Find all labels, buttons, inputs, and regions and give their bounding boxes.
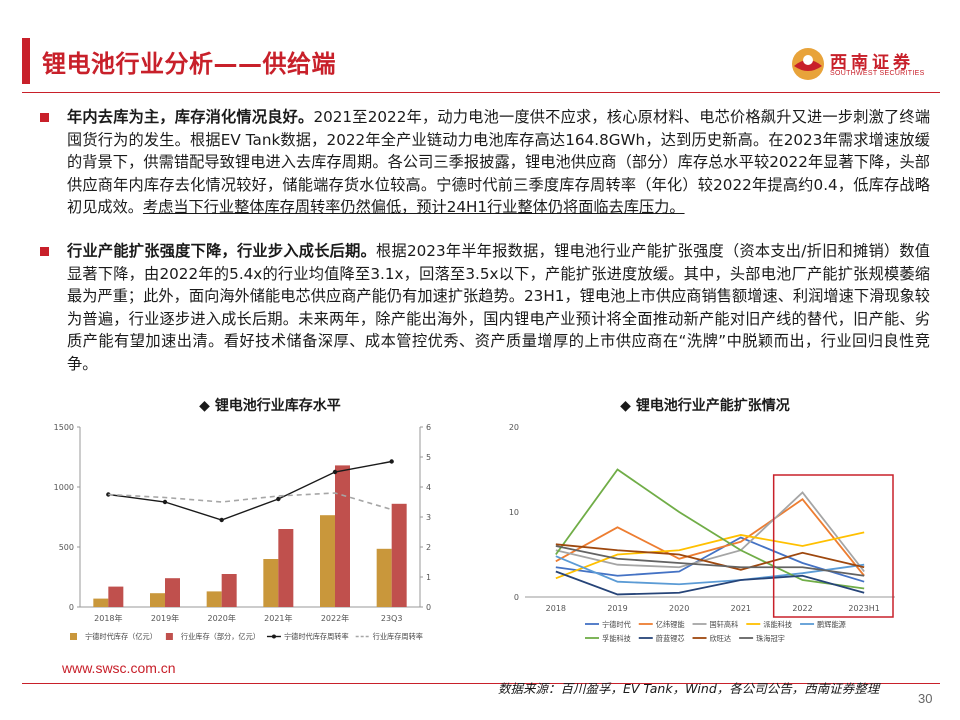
page-number: 30 bbox=[918, 691, 933, 706]
bullet-1-heading: 年内去库为主，库存消化情况良好。 bbox=[67, 108, 314, 126]
y-tick-label: 0 bbox=[514, 593, 519, 602]
legend-label: 行业库存（部分，亿元） bbox=[181, 632, 260, 641]
x-tick-label: 2019年 bbox=[151, 613, 179, 623]
x-tick-label: 2022 bbox=[792, 604, 812, 613]
series-line bbox=[108, 460, 392, 521]
legend-label: 孚能科技 bbox=[602, 634, 631, 643]
bar bbox=[320, 515, 335, 607]
line-marker bbox=[332, 469, 338, 475]
capacity-expansion-chart: 0 10 20 2018 2019 2020 2021 2022 2023H1 宁德时代 亿纬锂能 国… bbox=[509, 423, 895, 643]
bar bbox=[221, 574, 237, 607]
legend-label: 亿纬锂能 bbox=[656, 620, 685, 629]
y2-tick-label: 6 bbox=[426, 423, 431, 432]
bar bbox=[263, 559, 279, 607]
logo-emblem-icon bbox=[792, 48, 824, 80]
legend-label: 宁德时代库存（亿元） bbox=[85, 632, 157, 641]
bar bbox=[206, 591, 222, 607]
company-logo: 西南证券 SOUTHWEST SECURITIES bbox=[790, 46, 940, 82]
x-tick-label: 23Q3 bbox=[381, 614, 403, 623]
x-tick-label: 2020年 bbox=[207, 613, 235, 623]
series-line bbox=[555, 491, 865, 573]
highlight-box bbox=[772, 474, 894, 618]
bar bbox=[376, 548, 392, 607]
series-line bbox=[555, 555, 865, 586]
legend-label: 蔚蓝锂芯 bbox=[656, 634, 685, 643]
legend-label: 国轩高科 bbox=[710, 620, 739, 629]
bar bbox=[108, 586, 124, 607]
chart-1-title: ◆ 锂电池行业库存水平 bbox=[199, 398, 341, 414]
bar bbox=[165, 578, 180, 607]
series-line bbox=[555, 468, 865, 590]
legend-swatch bbox=[165, 633, 173, 640]
y-tick-label: 0 bbox=[69, 603, 74, 612]
y2-tick-label: 1 bbox=[426, 573, 431, 582]
legend-label: 鹏辉能源 bbox=[817, 620, 846, 629]
series-line bbox=[555, 570, 865, 596]
x-tick-label: 2022年 bbox=[321, 613, 349, 623]
legend-label: 宁德时代 bbox=[602, 620, 631, 629]
series-line bbox=[555, 531, 865, 580]
logo-subtitle: SOUTHWEST SECURITIES bbox=[830, 70, 925, 77]
y-tick-label: 1500 bbox=[54, 423, 74, 432]
bar bbox=[335, 465, 350, 607]
bullet-1-emphasis: 考虑当下行业整体库存周转率仍然偏低，预计24H1行业整体仍将面临去库压力。 bbox=[142, 198, 685, 217]
y2-tick-label: 2 bbox=[426, 543, 431, 552]
legend-swatch bbox=[70, 633, 77, 640]
y2-tick-label: 3 bbox=[426, 513, 431, 522]
bullet-square-icon bbox=[40, 113, 49, 122]
y2-tick-label: 4 bbox=[426, 483, 431, 492]
inventory-chart: 0 500 1000 1500 0 1 2 3 4 5 6 2018年 2019年 2020年 2021年 2… bbox=[54, 423, 431, 641]
line-marker bbox=[276, 496, 281, 502]
bullet-square-icon bbox=[40, 247, 49, 256]
x-tick-label: 2020 bbox=[669, 604, 689, 613]
bullet-2-body: 根据2023年半年报数据，锂电池行业产能扩张强度（资本支出/折旧和摊销）数值显著… bbox=[67, 242, 930, 373]
x-tick-label: 2019 bbox=[607, 604, 627, 613]
bar bbox=[278, 529, 294, 607]
legend-label: 欣旺达 bbox=[710, 634, 732, 643]
title-accent-bar bbox=[22, 38, 30, 84]
x-tick-label: 2021 bbox=[731, 604, 751, 613]
bullet-inventory: 年内去库为主，库存消化情况良好。2021至2022年，动力电池一度供不应求，核心… bbox=[40, 106, 930, 219]
x-tick-label: 2021年 bbox=[264, 613, 292, 623]
line-marker bbox=[389, 459, 394, 464]
bar bbox=[391, 503, 407, 607]
x-tick-label: 2018 bbox=[546, 604, 566, 613]
data-source: 数据来源：百川盈孚，EV Tank，Wind，各公司公告，西南证券整理 bbox=[498, 681, 880, 696]
legend-label: 派能科技 bbox=[763, 620, 792, 629]
x-tick-label: 2018年 bbox=[94, 613, 122, 623]
series-line bbox=[108, 492, 392, 511]
x-tick-label: 2023H1 bbox=[848, 604, 879, 613]
bar bbox=[150, 593, 165, 607]
y-tick-label: 20 bbox=[509, 423, 519, 432]
bullet-1-body: 2021至2022年，动力电池一度供不应求，核心原材料、电芯价格飙升又进一步刺激… bbox=[67, 108, 931, 217]
y-tick-label: 10 bbox=[509, 508, 519, 517]
chart-2-title: ◆ 锂电池行业产能扩张情况 bbox=[620, 398, 790, 414]
logo-name: 西南证券 bbox=[830, 53, 914, 73]
y-tick-label: 1000 bbox=[54, 483, 74, 492]
y-tick-label: 500 bbox=[59, 543, 74, 552]
y2-tick-label: 0 bbox=[426, 603, 431, 612]
legend-marker bbox=[271, 634, 276, 639]
bullet-2-heading: 行业产能扩张强度下降，行业步入成长后期。 bbox=[67, 242, 377, 260]
series-line bbox=[555, 536, 865, 583]
footer-divider bbox=[22, 683, 940, 684]
legend-label: 行业库存周转率 bbox=[373, 632, 423, 641]
page-title: 锂电池行业分析——供给端 bbox=[42, 50, 336, 78]
bar bbox=[93, 598, 109, 607]
legend-label: 珠海冠宇 bbox=[756, 634, 785, 643]
series-line bbox=[555, 543, 865, 571]
bullet-capacity: 行业产能扩张强度下降，行业步入成长后期。根据2023年半年报数据，锂电池行业产能… bbox=[40, 240, 930, 376]
series-line bbox=[555, 498, 865, 577]
line-marker bbox=[162, 499, 168, 505]
legend-label: 宁德时代库存周转率 bbox=[284, 632, 349, 641]
footer-url[interactable]: www.swsc.com.cn bbox=[62, 660, 176, 676]
line-marker bbox=[219, 517, 224, 523]
header-divider bbox=[22, 92, 940, 93]
series-line bbox=[555, 545, 865, 577]
y2-tick-label: 5 bbox=[426, 453, 431, 462]
